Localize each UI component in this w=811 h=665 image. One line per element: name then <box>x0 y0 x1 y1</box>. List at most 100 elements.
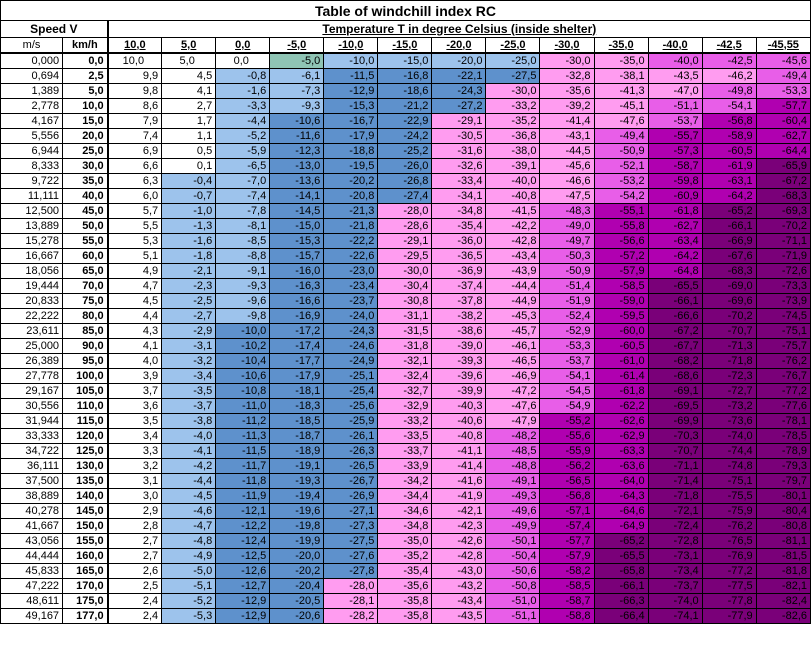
windchill-cell: -60,5 <box>701 143 757 159</box>
windchill-cell: -62,6 <box>593 413 649 429</box>
unit-ms-header: m/s <box>0 37 64 54</box>
windchill-cell: -12,9 <box>215 593 271 609</box>
windchill-cell: -21,8 <box>323 218 379 234</box>
windchill-cell: -57,4 <box>539 518 595 534</box>
windchill-cell: -50,8 <box>485 578 541 594</box>
windchill-cell: -65,2 <box>593 533 649 549</box>
windchill-cell: -71,4 <box>647 473 703 489</box>
table-row: 44,444 160,0 2,7 -4,9 -12,5 -20,0 -27,6 -35,2 -4… <box>0 548 811 564</box>
table-row: 9,722 35,0 6,3 -0,4 -7,0 -13,6 -20,2 -26,8 -33,4… <box>0 173 811 189</box>
speed-ms-cell: 25,000 <box>0 338 64 354</box>
speed-kmh-cell: 2,5 <box>62 68 109 84</box>
windchill-cell: -64,2 <box>647 248 703 264</box>
windchill-cell: -19,8 <box>269 518 325 534</box>
windchill-cell: -13,0 <box>269 158 325 174</box>
windchill-cell: -55,8 <box>593 218 649 234</box>
windchill-cell: -46,2 <box>701 68 757 84</box>
windchill-cell: -54,2 <box>593 188 649 204</box>
windchill-cell: -1,6 <box>161 233 217 249</box>
temperature-header: -45,55 <box>755 37 811 54</box>
windchill-cell: -19,5 <box>323 158 379 174</box>
windchill-cell: -28,2 <box>323 608 379 624</box>
table-row: 49,167 177,0 2,4 -5,3 -12,9 -20,6 -28,2 -35,8 -4… <box>0 608 811 624</box>
windchill-cell: -34,4 <box>377 488 433 504</box>
windchill-cell: -81,5 <box>755 548 811 564</box>
windchill-cell: -12,3 <box>269 143 325 159</box>
windchill-cell: -41,5 <box>485 203 541 219</box>
windchill-cell: -72,3 <box>701 368 757 384</box>
windchill-cell: -5,3 <box>161 608 217 624</box>
windchill-cell: -61,8 <box>593 383 649 399</box>
windchill-cell: -20,0 <box>269 548 325 564</box>
windchill-cell: -19,3 <box>269 473 325 489</box>
windchill-cell: -23,4 <box>323 278 379 294</box>
windchill-cell: -15,0 <box>269 218 325 234</box>
table-row: 38,889 140,0 3,0 -4,5 -11,9 -19,4 -26,9 -34,4 -4… <box>0 488 811 504</box>
windchill-cell: -26,7 <box>323 473 379 489</box>
windchill-cell: -4,1 <box>161 443 217 459</box>
speed-kmh-cell: 105,0 <box>62 383 109 399</box>
windchill-cell: -54,1 <box>539 368 595 384</box>
windchill-cell: -73,9 <box>755 293 811 309</box>
windchill-cell: -57,9 <box>593 263 649 279</box>
windchill-cell: -20,8 <box>323 188 379 204</box>
windchill-cell: -16,3 <box>269 278 325 294</box>
windchill-cell: -33,2 <box>485 98 541 114</box>
windchill-cell: -49,6 <box>485 503 541 519</box>
windchill-cell: -35,2 <box>377 548 433 564</box>
speed-header: Speed V <box>0 20 109 38</box>
windchill-cell: -35,0 <box>377 533 433 549</box>
windchill-cell: -27,6 <box>323 548 379 564</box>
speed-ms-cell: 18,056 <box>0 263 64 279</box>
windchill-cell: -9,3 <box>269 98 325 114</box>
windchill-cell: -74,4 <box>701 443 757 459</box>
windchill-cell: -37,4 <box>431 278 487 294</box>
windchill-cell: -38,6 <box>431 323 487 339</box>
windchill-cell: -40,6 <box>431 413 487 429</box>
windchill-cell: -64,8 <box>647 263 703 279</box>
windchill-cell: -43,2 <box>431 578 487 594</box>
temperature-header: -25,0 <box>485 37 541 54</box>
windchill-cell: -71,1 <box>647 458 703 474</box>
windchill-cell: -37,8 <box>431 293 487 309</box>
table-row: 37,500 135,0 3,1 -4,4 -11,8 -19,3 -26,7 -34,2 -4… <box>0 473 811 489</box>
speed-ms-cell: 20,833 <box>0 293 64 309</box>
windchill-cell: -48,8 <box>485 458 541 474</box>
windchill-cell: -4,7 <box>161 518 217 534</box>
windchill-cell: -43,5 <box>431 608 487 624</box>
windchill-cell: 9,8 <box>107 83 163 99</box>
windchill-cell: -45,7 <box>485 323 541 339</box>
windchill-cell: -6,1 <box>269 68 325 84</box>
windchill-cell: -2,3 <box>161 278 217 294</box>
windchill-cell: -60,4 <box>755 113 811 129</box>
windchill-cell: -74,0 <box>647 593 703 609</box>
windchill-cell: -57,7 <box>539 533 595 549</box>
windchill-cell: -11,8 <box>215 473 271 489</box>
windchill-cell: 0,1 <box>161 158 217 174</box>
windchill-cell: -27,4 <box>377 188 433 204</box>
windchill-cell: -15,0 <box>377 52 433 69</box>
windchill-cell: -14,1 <box>269 188 325 204</box>
speed-ms-cell: 9,722 <box>0 173 64 189</box>
windchill-cell: -10,0 <box>215 323 271 339</box>
windchill-cell: -58,5 <box>539 578 595 594</box>
windchill-cell: -29,1 <box>377 233 433 249</box>
windchill-cell: -3,3 <box>215 98 271 114</box>
windchill-cell: -43,1 <box>539 128 595 144</box>
windchill-cell: -78,9 <box>755 443 811 459</box>
windchill-cell: 2,9 <box>107 503 163 519</box>
speed-kmh-cell: 85,0 <box>62 323 109 339</box>
windchill-cell: 4,0 <box>107 353 163 369</box>
windchill-cell: -43,5 <box>647 68 703 84</box>
temperature-header: -35,0 <box>593 37 649 54</box>
windchill-cell: -32,9 <box>377 398 433 414</box>
windchill-cell: -41,1 <box>431 443 487 459</box>
windchill-cell: 5,7 <box>107 203 163 219</box>
windchill-cell: -22,2 <box>323 233 379 249</box>
windchill-cell: -39,3 <box>431 353 487 369</box>
speed-kmh-cell: 75,0 <box>62 293 109 309</box>
windchill-cell: -35,4 <box>377 563 433 579</box>
windchill-cell: -26,9 <box>323 488 379 504</box>
windchill-cell: -61,4 <box>593 368 649 384</box>
speed-ms-cell: 41,667 <box>0 518 64 534</box>
